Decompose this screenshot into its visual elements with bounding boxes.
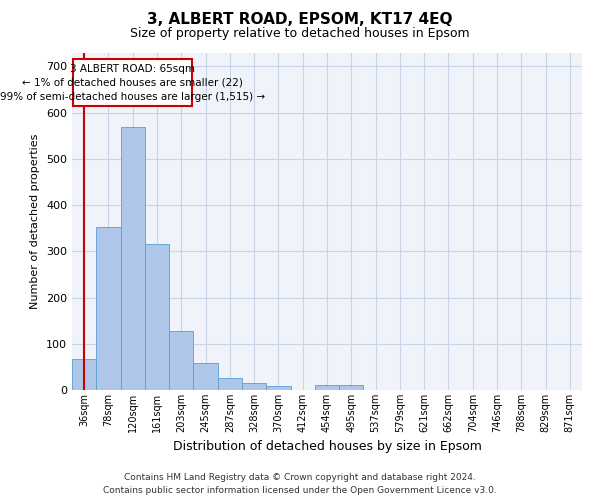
Bar bbox=[266, 386, 290, 390]
Text: 3, ALBERT ROAD, EPSOM, KT17 4EQ: 3, ALBERT ROAD, EPSOM, KT17 4EQ bbox=[147, 12, 453, 28]
Bar bbox=[121, 128, 145, 390]
Y-axis label: Number of detached properties: Number of detached properties bbox=[31, 134, 40, 309]
Text: 3 ALBERT ROAD: 65sqm
← 1% of detached houses are smaller (22)
99% of semi-detach: 3 ALBERT ROAD: 65sqm ← 1% of detached ho… bbox=[0, 64, 265, 102]
Bar bbox=[96, 228, 121, 390]
Bar bbox=[339, 386, 364, 390]
Bar bbox=[242, 383, 266, 390]
Bar bbox=[193, 363, 218, 390]
Text: Size of property relative to detached houses in Epsom: Size of property relative to detached ho… bbox=[130, 28, 470, 40]
Bar bbox=[169, 331, 193, 390]
Text: Contains HM Land Registry data © Crown copyright and database right 2024.
Contai: Contains HM Land Registry data © Crown c… bbox=[103, 473, 497, 495]
Bar bbox=[72, 358, 96, 390]
Bar bbox=[218, 378, 242, 390]
Bar bbox=[315, 386, 339, 390]
FancyBboxPatch shape bbox=[73, 60, 192, 106]
Bar bbox=[145, 244, 169, 390]
X-axis label: Distribution of detached houses by size in Epsom: Distribution of detached houses by size … bbox=[173, 440, 481, 454]
